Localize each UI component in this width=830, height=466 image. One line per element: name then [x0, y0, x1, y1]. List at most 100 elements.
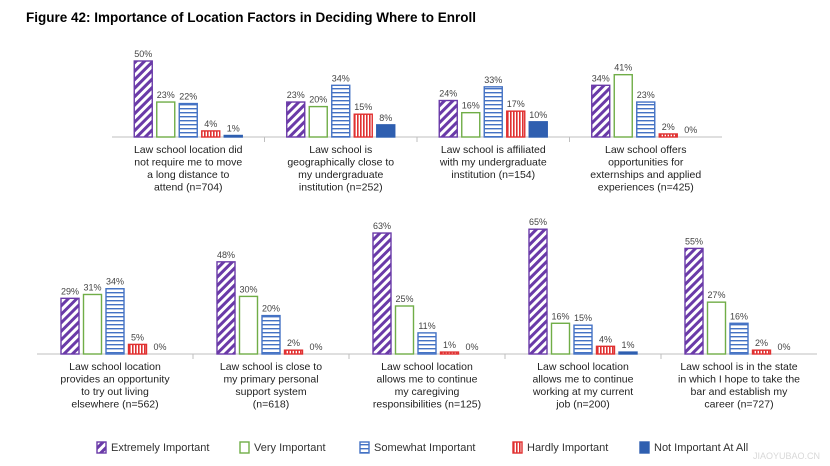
- legend-swatch-very: [239, 441, 250, 454]
- category-label: Law school is geographically close to my u…: [287, 144, 394, 194]
- data-label: 10%: [529, 110, 547, 120]
- bar-hardly: [353, 113, 373, 138]
- bar-extremely: [591, 84, 611, 138]
- bar-extremely: [60, 297, 80, 355]
- bar-not-important: [376, 124, 396, 138]
- data-label: 11%: [418, 321, 435, 331]
- bar-very: [156, 101, 176, 138]
- bar-hardly: [595, 345, 616, 355]
- data-label: 24%: [439, 89, 457, 99]
- data-label: 1%: [443, 340, 456, 350]
- bar-extremely: [438, 99, 458, 138]
- data-label: 20%: [262, 304, 280, 314]
- data-label: 15%: [354, 102, 372, 112]
- data-label: 20%: [309, 95, 327, 105]
- bar-very: [613, 73, 633, 138]
- data-label: 55%: [685, 236, 703, 246]
- bar-somewhat: [261, 314, 281, 355]
- bar-very: [308, 105, 328, 138]
- bar-somewhat: [178, 102, 198, 138]
- bar-not-important: [223, 134, 243, 138]
- bar-very: [82, 293, 103, 355]
- bar-not-important: [618, 351, 638, 355]
- data-label: 4%: [599, 334, 612, 344]
- data-label: 0%: [465, 342, 478, 352]
- data-label: 2%: [287, 338, 300, 348]
- bar-very: [550, 322, 571, 355]
- category-label: Law school offers opportunities for extern…: [590, 144, 701, 194]
- data-label: 15%: [574, 313, 592, 323]
- bar-hardly: [283, 349, 304, 355]
- category-label: Law school location provides an opportuni…: [60, 361, 170, 411]
- bar-somewhat: [729, 322, 749, 355]
- data-label: 31%: [83, 282, 101, 292]
- data-label: 41%: [614, 63, 632, 73]
- data-label: 29%: [61, 286, 79, 296]
- bar-not-important: [528, 121, 548, 138]
- category-label: Law school is in the state in which I hop…: [678, 361, 800, 411]
- bar-extremely: [286, 101, 306, 138]
- legend-swatch-not-important: [639, 441, 650, 454]
- data-label: 63%: [373, 221, 391, 231]
- data-label: 34%: [106, 277, 124, 287]
- data-label: 0%: [153, 342, 166, 352]
- bar-hardly: [127, 343, 148, 355]
- data-label: 4%: [204, 119, 217, 129]
- bar-extremely: [133, 60, 153, 138]
- bar-somewhat: [483, 86, 503, 138]
- legend-label-very: Very Important: [254, 442, 326, 454]
- data-label: 16%: [730, 311, 748, 321]
- bar-hardly: [751, 349, 772, 355]
- data-label: 1%: [227, 123, 240, 133]
- bar-somewhat: [417, 332, 437, 355]
- data-label: 8%: [379, 113, 392, 123]
- data-label: 23%: [157, 90, 175, 100]
- data-label: 33%: [484, 75, 502, 85]
- category-label: Law school is affiliated with my undergra…: [439, 144, 547, 181]
- bar-very: [238, 295, 259, 355]
- data-label: 50%: [134, 49, 152, 59]
- category-label: Law school location allows me to continue…: [373, 361, 481, 411]
- data-label: 23%: [637, 90, 655, 100]
- data-label: 5%: [131, 332, 144, 342]
- legend-swatch-extremely: [96, 441, 107, 454]
- data-label: 1%: [621, 340, 634, 350]
- bar-somewhat: [331, 84, 351, 138]
- data-label: 0%: [309, 342, 322, 352]
- bar-somewhat: [573, 324, 593, 355]
- data-label: 22%: [179, 92, 197, 102]
- legend-swatch-hardly: [512, 441, 523, 454]
- data-label: 2%: [755, 338, 768, 348]
- data-label: 0%: [684, 125, 697, 135]
- data-label: 0%: [777, 342, 790, 352]
- legend-label-somewhat: Somewhat Important: [374, 442, 476, 454]
- legend-swatch-somewhat: [359, 441, 370, 454]
- bar-very: [394, 305, 415, 355]
- bar-extremely: [372, 232, 392, 355]
- bar-hardly: [201, 130, 221, 138]
- legend-label-extremely: Extremely Important: [111, 442, 209, 454]
- category-label: Law school is close to my primary persona…: [220, 361, 322, 411]
- bar-somewhat: [636, 101, 656, 138]
- data-label: 34%: [332, 73, 350, 83]
- data-label: 16%: [551, 311, 569, 321]
- data-label: 65%: [529, 217, 547, 227]
- bar-extremely: [684, 247, 704, 355]
- legend-label-hardly: Hardly Important: [527, 442, 608, 454]
- data-label: 48%: [217, 250, 235, 260]
- data-label: 17%: [507, 99, 525, 109]
- bar-extremely: [216, 261, 236, 355]
- chart-title: Figure 42: Importance of Location Factor…: [26, 10, 477, 25]
- category-label: Law school location allows me to continue…: [532, 361, 634, 411]
- watermark: JIAOYUBAO.CN: [753, 451, 820, 461]
- bar-hardly: [439, 351, 460, 355]
- data-label: 25%: [395, 294, 413, 304]
- data-label: 30%: [239, 284, 257, 294]
- data-label: 27%: [707, 290, 725, 300]
- bar-very: [461, 111, 481, 138]
- category-label: Law school location did not require me to…: [134, 144, 243, 194]
- data-label: 2%: [662, 122, 675, 132]
- bar-somewhat: [105, 288, 125, 355]
